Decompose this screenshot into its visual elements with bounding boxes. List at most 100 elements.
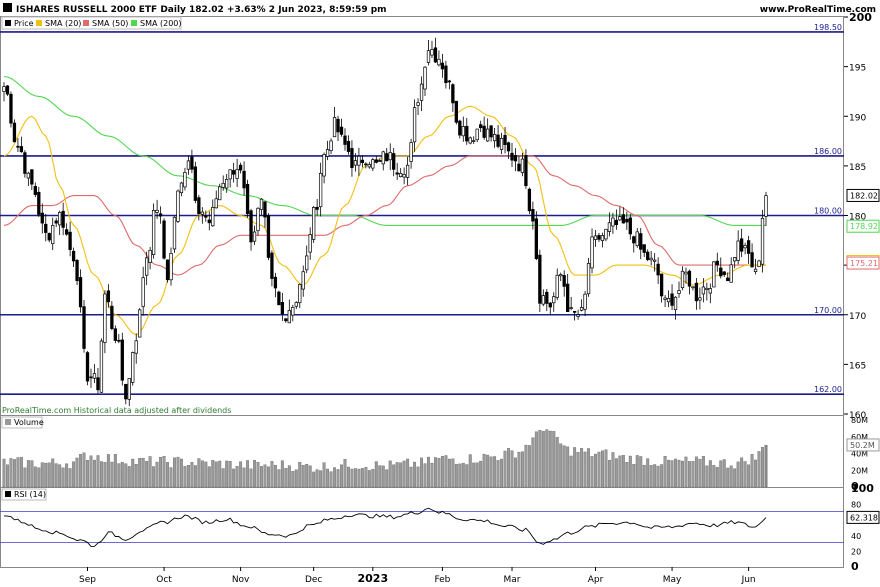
volume-bar (277, 469, 281, 488)
volume-bar (2, 458, 6, 488)
volume-bar (642, 464, 646, 488)
volume-bar (166, 462, 169, 488)
volume-bar (256, 461, 260, 488)
candle-body (719, 267, 723, 277)
volume-bar (232, 468, 236, 488)
candle-body (576, 314, 580, 317)
volume-bar (16, 457, 20, 488)
price-y-tick-label: 185 (849, 163, 866, 173)
volume-bar (712, 465, 716, 488)
volume-bar (72, 461, 76, 488)
volume-bar (207, 466, 211, 488)
candle-body (517, 163, 521, 172)
candle-body (200, 211, 204, 215)
candle-body (503, 134, 507, 145)
rsi-y-tick-label: 40 (851, 532, 861, 541)
volume-bar (726, 467, 730, 488)
candle-body (312, 206, 316, 240)
legend-price: Price (14, 19, 34, 28)
volume-bar (416, 466, 420, 488)
legend-sma200: SMA (200) (140, 19, 182, 28)
price-y-tick-label: 200 (849, 11, 872, 24)
volume-bar (385, 469, 389, 488)
candle-body (193, 166, 198, 201)
volume-bar (750, 454, 754, 488)
volume-bar (145, 461, 149, 488)
candle-body (385, 153, 389, 162)
volume-bar (434, 457, 437, 488)
horizontal-level-label: 186.00 (814, 147, 842, 156)
candle-body (621, 214, 625, 224)
volume-bar (183, 466, 187, 488)
candle-body (235, 169, 239, 179)
candle-body (722, 271, 726, 275)
volume-bar (611, 452, 615, 488)
chart-type-icon[interactable] (3, 3, 12, 12)
candle-body (604, 228, 608, 240)
candle-body (698, 297, 702, 301)
volume-bar (360, 468, 364, 488)
volume-bar (357, 468, 361, 488)
candle-body (99, 340, 104, 393)
volume-bar (757, 451, 761, 488)
volume-bar (148, 456, 152, 488)
volume-bar (12, 459, 16, 488)
candle-body (291, 307, 295, 316)
candle-body (315, 206, 319, 210)
volume-bar (430, 462, 434, 488)
volume-bar (322, 462, 326, 488)
candle-body (399, 172, 403, 177)
chart-title: ISHARES RUSSELL 2000 ETF Daily 182.02 +3… (16, 5, 387, 15)
candle-body (148, 249, 152, 264)
volume-bar (263, 464, 267, 488)
volume-bar (514, 457, 517, 488)
candle-body (430, 49, 434, 56)
candle-body (586, 263, 591, 295)
volume-bar (350, 468, 354, 488)
volume-y-tick-label: 20M (851, 466, 868, 475)
volume-bar (315, 469, 319, 488)
candle-body (548, 302, 552, 308)
volume-bar (371, 469, 375, 488)
footnote: ProRealTime.com Historical data adjusted… (2, 406, 231, 415)
volume-bar (298, 462, 302, 488)
brand-label[interactable]: www.ProRealTime.com (760, 5, 876, 15)
volume-bar (308, 465, 312, 488)
volume-bar (211, 460, 215, 488)
candle-body (492, 133, 497, 142)
volume-bar (193, 465, 197, 488)
candle-body (249, 210, 253, 243)
volume-bar (520, 451, 524, 488)
volume-bar (367, 470, 371, 488)
volume-bar (569, 455, 573, 488)
horizontal-level-label: 162.00 (814, 385, 842, 394)
volume-bar (326, 468, 330, 488)
volume-bar (340, 464, 343, 488)
horizontal-level-label: 170.00 (814, 306, 842, 315)
candle-body (677, 290, 681, 294)
volume-bar (573, 447, 577, 488)
volume-bar (395, 462, 399, 488)
candle-body (712, 261, 716, 288)
rsi-legend-label: RSI (14) (14, 490, 46, 499)
candle-body (294, 302, 298, 307)
volume-bar (482, 453, 486, 488)
volume-bar (667, 459, 671, 488)
volume-bar (353, 468, 357, 488)
volume-bar (162, 456, 166, 488)
candle-body (423, 66, 427, 90)
candle-body (214, 198, 218, 209)
x-tick-label: Feb (434, 575, 450, 585)
volume-bar (58, 464, 62, 488)
volume-bar (82, 452, 86, 488)
candle-body (176, 190, 180, 222)
volume-bar (253, 459, 256, 488)
volume-bar (68, 468, 72, 488)
volume-bar (420, 457, 423, 488)
candle-body (524, 155, 528, 187)
volume-bar (670, 460, 674, 488)
candle-body (753, 268, 758, 273)
rsi-y-tick-label: 0 (851, 560, 859, 573)
candle-body (447, 80, 452, 83)
volume-legend-box (1, 416, 43, 429)
